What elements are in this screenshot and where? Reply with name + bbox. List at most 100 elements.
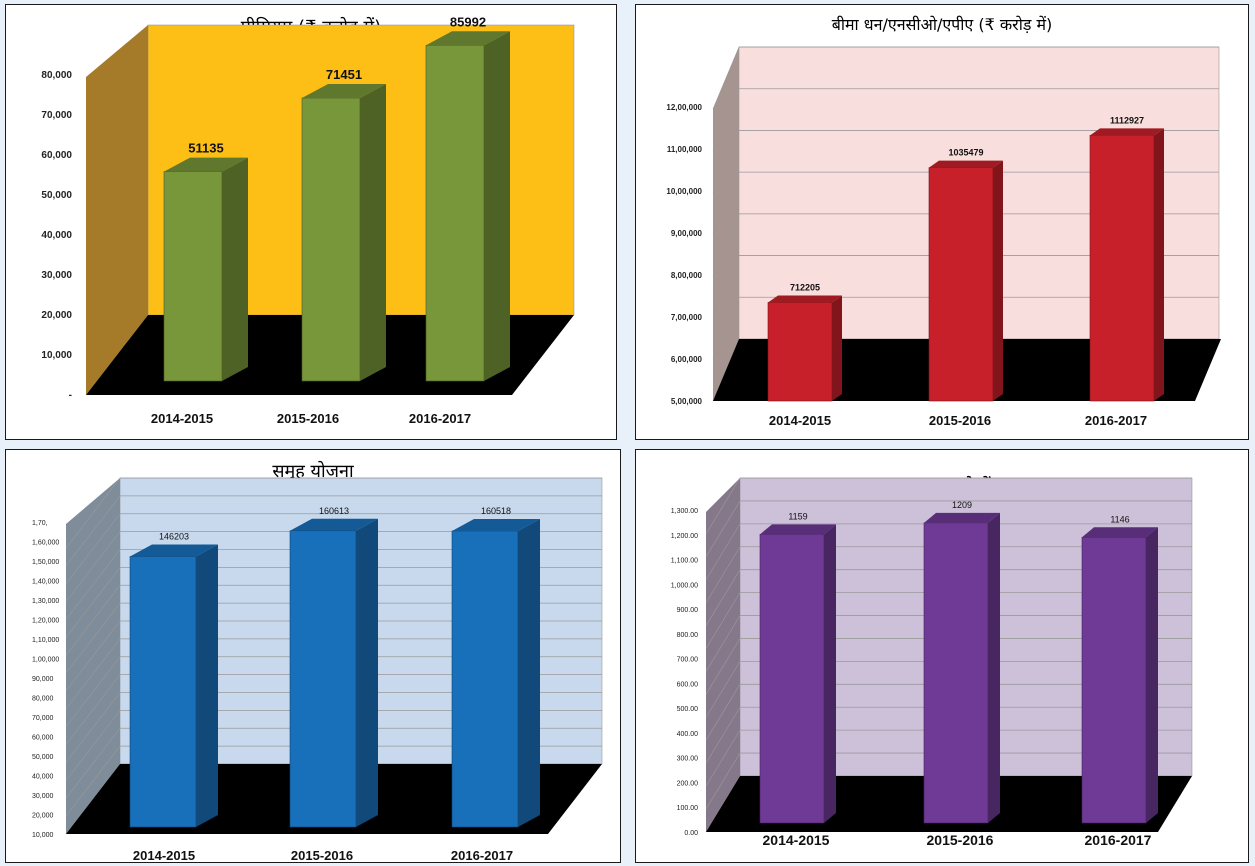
x-tick-label: 2015-2016 — [291, 848, 353, 863]
chart-gridline — [712, 297, 740, 360]
chart-gridline — [705, 523, 741, 581]
bar-top-2015-2016 — [929, 160, 1003, 168]
y-tick-label: 12,00,000 — [666, 103, 702, 112]
y-tick-label: 5,00,000 — [671, 397, 703, 406]
data-label: 160518 — [481, 506, 511, 516]
bar-side-2015-2016 — [993, 160, 1003, 401]
bar-side-2014-2015 — [832, 295, 842, 401]
bar-2014-2015 — [129, 556, 197, 828]
y-tick-label: 700.00 — [677, 657, 699, 664]
bar-top-2014-2015 — [760, 524, 836, 535]
y-tick-label: 7,00,000 — [671, 313, 703, 322]
y-tick-label: - — [69, 390, 72, 401]
bar-side-2016-2017 — [1154, 128, 1164, 401]
bar-2016-2017 — [1081, 537, 1147, 824]
chart-gridline — [65, 549, 121, 620]
bar-side-2014-2015 — [222, 157, 248, 381]
chart-gridline — [65, 656, 121, 727]
y-tick-label: 11,00,000 — [667, 145, 703, 154]
y-tick-label: 300.00 — [677, 756, 699, 763]
y-tick-label: 1,200.00 — [671, 533, 698, 540]
bar-top-2014-2015 — [768, 295, 842, 303]
bar-2015-2016 — [923, 522, 989, 824]
bar-top-2016-2017 — [452, 518, 540, 531]
chart-members: 0.00 100.00 200.00 300.00 400.00 500.00 600.00… — [671, 477, 1193, 848]
y-tick-label: 1,70, — [32, 520, 48, 527]
bar-2015-2016 — [928, 167, 994, 402]
chart-gridline — [712, 130, 740, 193]
bar-side-2016-2017 — [1146, 527, 1158, 823]
bar-top-2014-2015 — [164, 157, 248, 172]
y-tick-label: 80,000 — [32, 696, 54, 703]
chart-gridline — [65, 531, 121, 602]
y-tick-label: 200.00 — [677, 780, 699, 787]
y-tick-label: 30,000 — [41, 270, 72, 281]
y-tick-label: 1,300.00 — [671, 508, 698, 515]
data-label: 85992 — [450, 14, 486, 29]
y-tick-label: 800.00 — [677, 632, 699, 639]
y-tick-label: 600.00 — [677, 681, 699, 688]
y-tick-label: 50,000 — [32, 754, 54, 761]
chart-gridline — [65, 585, 121, 656]
chart-side-wall — [86, 25, 148, 395]
chart-panel-sum-assured: बीमा धन/एनसीओ/एपीए (₹ करोड़ में) 5,00,00… — [635, 4, 1249, 440]
chart-gridline — [705, 569, 741, 626]
y-tick-label: 1,00,000 — [32, 657, 59, 664]
bar-top-2016-2017 — [1090, 128, 1164, 136]
y-tick-label: 1,20,000 — [32, 618, 59, 625]
x-tick-label: 2015-2016 — [277, 411, 339, 426]
bar-side-2015-2016 — [360, 83, 386, 382]
y-tick-label: 40,000 — [41, 230, 72, 241]
chart-gridline — [705, 729, 741, 787]
chart-gridline — [65, 710, 121, 781]
y-tick-label: 60,000 — [41, 150, 72, 161]
y-tick-label: 0.00 — [684, 830, 698, 837]
bar-top-2016-2017 — [426, 31, 510, 46]
y-tick-label: 1,40,000 — [32, 579, 59, 586]
chart-gridline — [712, 213, 740, 276]
y-tick-label: 20,000 — [41, 310, 72, 321]
x-tick-label: 2016-2017 — [1085, 832, 1152, 848]
chart-gridline — [705, 638, 741, 695]
chart-gridline — [65, 495, 121, 567]
bar-side-2015-2016 — [356, 518, 378, 827]
chart-gridline — [712, 88, 740, 151]
y-tick-label: 400.00 — [677, 731, 699, 738]
y-tick-label: 1,30,000 — [32, 598, 59, 605]
chart-gridline — [65, 745, 121, 817]
y-tick-label: 10,000 — [41, 350, 72, 361]
y-tick-label: 80,000 — [41, 70, 72, 81]
y-tick-label: 1,000.00 — [671, 582, 698, 589]
y-tick-label: 1,100.00 — [671, 558, 698, 565]
y-tick-label: 10,000 — [32, 832, 54, 839]
chart-gridline — [65, 602, 121, 674]
chart-side-wall — [706, 478, 740, 832]
y-tick-label: 50,000 — [41, 190, 72, 201]
y-tick-label: 70,000 — [32, 715, 54, 722]
chart-gridline — [705, 752, 741, 810]
chart-gridline — [65, 728, 121, 799]
chart-gridline — [705, 615, 741, 672]
bar-2014-2015 — [759, 534, 825, 824]
data-label: 1035479 — [948, 148, 983, 158]
bar-top-2015-2016 — [290, 518, 378, 531]
x-tick-label: 2015-2016 — [927, 832, 994, 848]
bar-top-2014-2015 — [130, 544, 218, 557]
bar-side-2014-2015 — [196, 544, 218, 827]
y-tick-label: 1,10,000 — [32, 637, 59, 644]
chart-premium: - 10,000 20,000 30,000 40,000 50,000 60,000 70,… — [41, 14, 575, 426]
x-tick-label: 2016-2017 — [1085, 413, 1147, 428]
chart-gridline — [712, 255, 740, 318]
chart-gridline — [65, 477, 121, 549]
data-label: 160613 — [319, 506, 349, 516]
data-label: 1112927 — [1110, 115, 1144, 125]
y-tick-label: 60,000 — [32, 735, 54, 742]
bar-2015-2016 — [301, 97, 361, 382]
data-label: 51135 — [188, 141, 223, 156]
chart-gridline — [705, 684, 741, 741]
chart-gridline — [65, 567, 121, 638]
chart-panel-group-schemes: समूह योजना 10,000 20,000 30,000 40,000 50,00… — [5, 449, 621, 863]
x-tick-label: 2014-2015 — [769, 413, 831, 428]
y-tick-label: 10,00,000 — [666, 187, 702, 196]
data-label: 71451 — [326, 67, 362, 82]
